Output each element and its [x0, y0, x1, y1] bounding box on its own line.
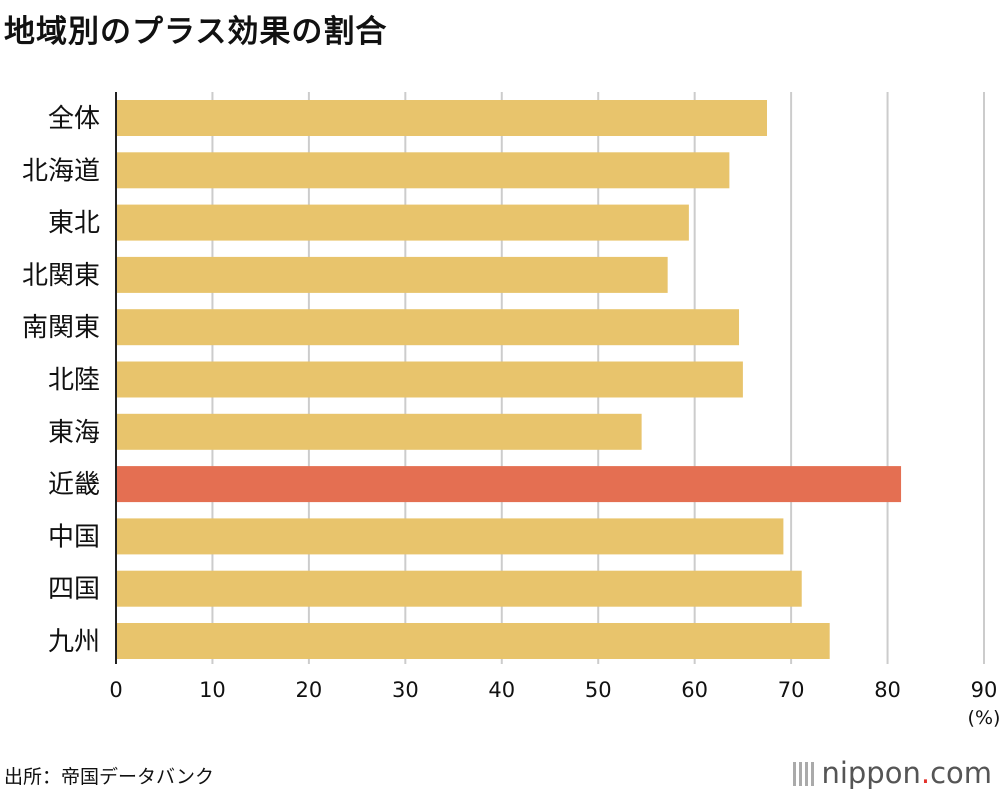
- category-label: 東北: [48, 209, 100, 239]
- logo-suffix: com: [930, 756, 992, 790]
- logo-dot: .: [920, 756, 931, 790]
- category-label: 近畿: [48, 470, 100, 500]
- bar-chart: 0 10 20 30 40 50 60 70 80 90 (%) 全体北海道東北北関東南関東北陸東海近…: [22, 92, 1000, 729]
- category-label: 中国: [48, 522, 100, 552]
- x-tick-label: 50: [585, 678, 612, 702]
- bar-北関東: [116, 256, 668, 293]
- x-axis-unit: (%): [968, 707, 1000, 729]
- x-tick-label: 10: [199, 678, 226, 702]
- bar-北海道: [116, 152, 730, 189]
- logo-text: nippon: [821, 756, 921, 790]
- bar-南関東: [116, 309, 740, 346]
- bar-近畿: [116, 466, 902, 503]
- bar-東北: [116, 204, 689, 241]
- category-label: 全体: [48, 104, 100, 134]
- category-label: 北関東: [22, 261, 100, 291]
- chart-title: 地域別のプラス効果の割合: [4, 14, 388, 50]
- x-tick-label: 60: [681, 678, 708, 702]
- bar-中国: [116, 518, 784, 555]
- x-tick-label: 0: [109, 678, 122, 702]
- bar-九州: [116, 623, 830, 659]
- bar-北陸: [116, 361, 743, 398]
- bar-四国: [116, 570, 802, 607]
- category-label: 東海: [48, 418, 100, 448]
- category-label: 北海道: [22, 156, 100, 186]
- x-tick-label: 70: [778, 678, 805, 702]
- x-tick-label: 30: [392, 678, 419, 702]
- logo-mark-icon: [793, 762, 816, 786]
- category-label: 南関東: [22, 313, 100, 343]
- category-label: 九州: [48, 627, 100, 657]
- x-tick-label: 90: [971, 678, 998, 702]
- category-label: 北陸: [48, 366, 100, 396]
- x-tick-label: 80: [874, 678, 901, 702]
- bar-東海: [116, 413, 642, 450]
- source-note: 出所：帝国データバンク: [4, 766, 214, 788]
- bar-全体: [116, 100, 767, 136]
- category-label: 四国: [48, 575, 100, 605]
- x-tick-label: 40: [488, 678, 515, 702]
- nippon-logo: nippon.com: [793, 756, 992, 790]
- x-tick-label: 20: [296, 678, 323, 702]
